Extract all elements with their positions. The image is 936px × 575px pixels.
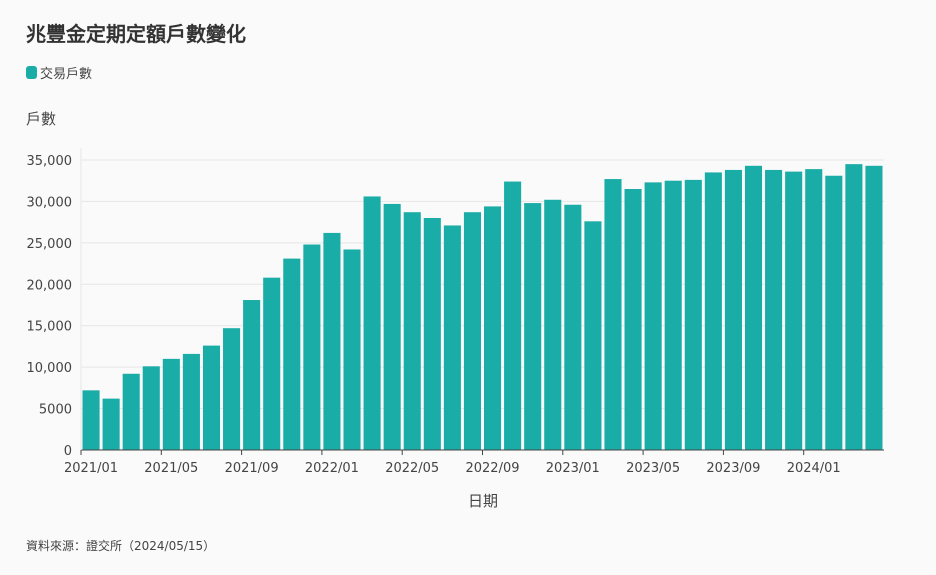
y-tick-label: 10,000 — [27, 361, 73, 376]
source-note: 資料來源：證交所（2024/05/15） — [26, 539, 216, 553]
legend-label: 交易戶數 — [40, 67, 93, 82]
x-axis-label: 日期 — [467, 492, 498, 510]
bar — [202, 345, 221, 450]
bar — [283, 258, 301, 450]
bar — [122, 373, 140, 450]
y-tick-label: 0 — [64, 444, 72, 459]
bar — [182, 353, 200, 450]
bar — [142, 366, 160, 450]
bar — [403, 212, 421, 450]
bar — [443, 225, 461, 450]
bar — [724, 169, 742, 450]
x-tick-label: 2023/09 — [706, 461, 760, 476]
x-tick-label: 2022/01 — [305, 461, 359, 476]
bar — [865, 165, 883, 451]
x-tick-label: 2021/09 — [225, 461, 279, 476]
y-tick-label: 15,000 — [27, 320, 73, 335]
bar — [263, 277, 281, 450]
bar — [303, 244, 321, 450]
legend[interactable]: 交易戶數 — [26, 63, 92, 82]
bar — [363, 196, 381, 450]
bar — [323, 232, 341, 450]
bar — [765, 169, 783, 450]
x-tick-label: 2023/05 — [626, 461, 680, 476]
y-tick-label: 25,000 — [27, 237, 73, 252]
bar — [504, 181, 522, 451]
x-tick-label: 2021/05 — [144, 461, 198, 476]
x-tick-label: 2024/01 — [787, 461, 841, 476]
bar — [463, 212, 481, 450]
bar — [744, 165, 763, 451]
y-axis-label: 戶數 — [26, 110, 57, 128]
y-tick-label: 35,000 — [27, 154, 73, 169]
bar — [383, 203, 401, 450]
bar — [162, 358, 180, 450]
y-tick-label: 30,000 — [27, 195, 73, 210]
bar — [785, 171, 803, 450]
y-tick-label: 5000 — [39, 403, 72, 418]
bar — [825, 175, 843, 450]
bar — [484, 206, 502, 450]
bar — [82, 390, 100, 450]
bar — [644, 182, 662, 450]
legend-swatch — [26, 66, 37, 79]
x-tick-label: 2023/01 — [546, 461, 600, 476]
bar — [584, 221, 602, 450]
y-tick-label: 20,000 — [27, 278, 73, 293]
bar — [845, 164, 863, 450]
bar — [604, 179, 622, 451]
bar — [624, 189, 642, 450]
x-tick-label: 2022/09 — [465, 461, 519, 476]
bar — [704, 172, 722, 450]
bar — [223, 328, 241, 450]
bar — [102, 398, 120, 450]
bar — [423, 218, 441, 450]
chart-title: 兆豐金定期定額戶數變化 — [26, 22, 246, 46]
bar — [544, 199, 562, 450]
bar — [243, 300, 261, 450]
x-tick-label: 2021/01 — [64, 461, 118, 476]
bar — [664, 180, 682, 450]
bar — [564, 204, 582, 450]
x-tick-label: 2022/05 — [385, 461, 439, 476]
bar — [524, 203, 542, 450]
bar — [343, 249, 361, 450]
bar — [805, 169, 823, 450]
bar — [684, 179, 702, 450]
